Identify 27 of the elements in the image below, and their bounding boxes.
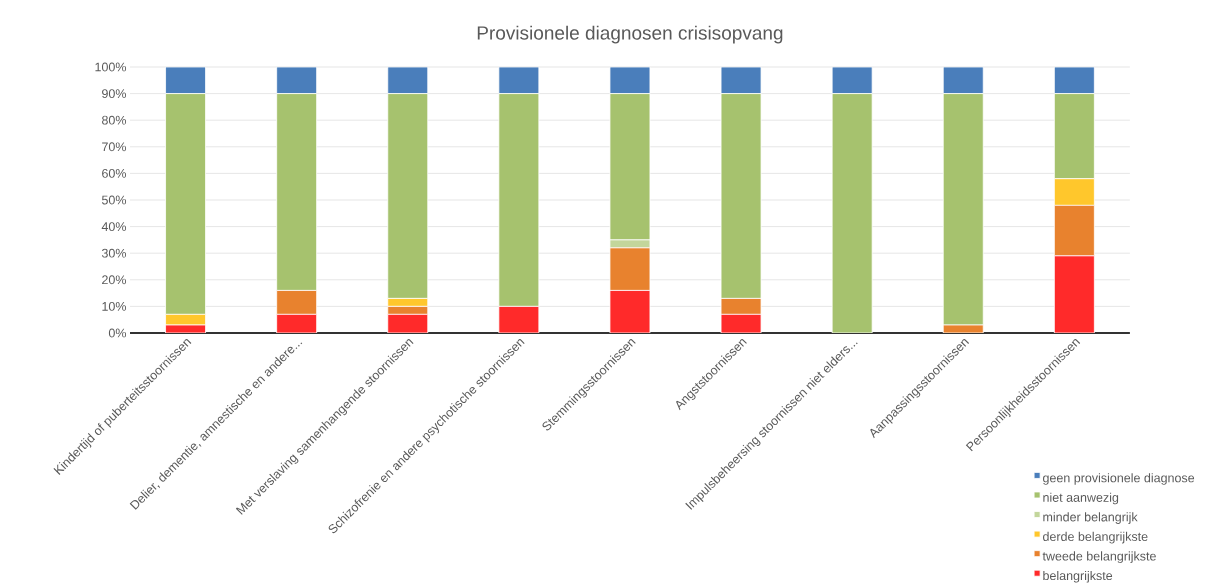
y-tick-label: 70% — [102, 142, 127, 152]
bar — [165, 93, 206, 315]
legend-label: tweede belangrijkste — [1042, 551, 1156, 564]
bar — [942, 93, 984, 326]
y-tick-label: 100% — [95, 62, 127, 72]
legend-label: derde belangrijkste — [1043, 531, 1148, 544]
legend-label: geen provisionele diagnose — [1043, 473, 1195, 485]
chart-title: Provisionele diagnosen crisisopvang — [477, 25, 783, 44]
y-tick-label: 80% — [102, 115, 127, 125]
legend-label: niet aanwezig — [1043, 492, 1119, 505]
y-tick-label: 30% — [101, 248, 127, 258]
bar — [276, 93, 318, 291]
bar — [498, 93, 540, 307]
y-tick-label: 60% — [102, 168, 127, 178]
bar — [831, 93, 873, 333]
bar — [609, 93, 651, 241]
y-tick-label: 20% — [102, 275, 127, 285]
bar — [720, 93, 762, 299]
y-tick-label: 50% — [101, 195, 127, 205]
y-tick-label: 90% — [102, 89, 127, 99]
y-tick-label: 0% — [108, 328, 127, 338]
legend-label: minder belangrijk — [1043, 512, 1138, 524]
legend-label: belangrijkste — [1043, 570, 1113, 583]
bar — [1053, 93, 1095, 180]
bar — [387, 93, 429, 299]
y-tick-label: 10% — [102, 301, 127, 311]
y-tick-label: 40% — [101, 222, 127, 232]
